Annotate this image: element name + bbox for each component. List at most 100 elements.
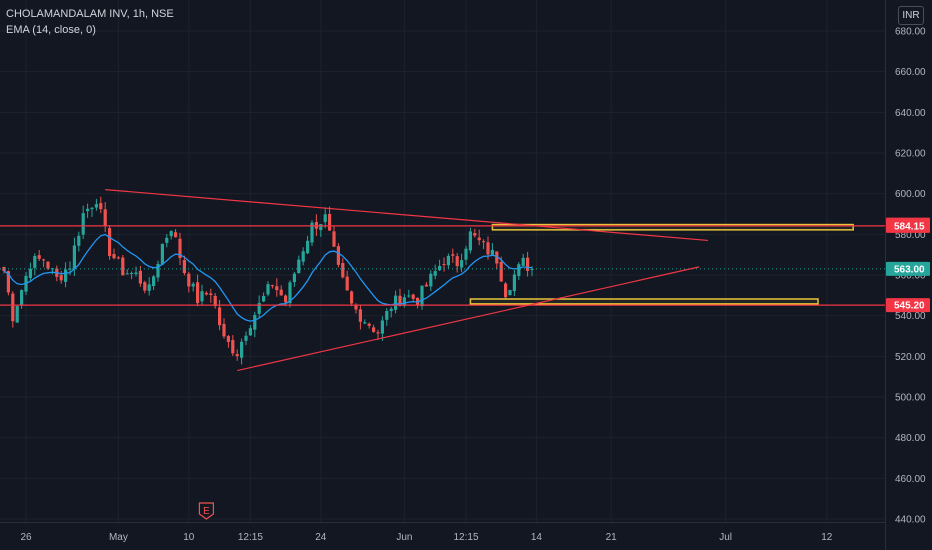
time-axis-label: 12 (821, 532, 833, 543)
candle-body (46, 261, 50, 269)
candle-body (464, 248, 468, 260)
candle-body (526, 257, 530, 271)
time-axis-label: 24 (315, 532, 327, 543)
time-axis-label: 21 (606, 532, 618, 543)
candle-body (508, 289, 512, 296)
candle-body (328, 213, 332, 231)
candle-body (451, 254, 455, 256)
candle-body (156, 263, 160, 278)
candle-body (407, 295, 411, 297)
price-axis-label: 560.00 (895, 271, 926, 282)
candle-body (367, 323, 371, 326)
candle-body (455, 256, 459, 267)
candle-body (517, 264, 521, 277)
candle-body (402, 297, 406, 306)
time-axis-label: 26 (20, 532, 32, 543)
price-axis-label: 440.00 (895, 515, 926, 526)
candle-body (473, 233, 477, 236)
candle-body (512, 274, 516, 292)
price-axis-label: 580.00 (895, 230, 926, 241)
candle-body (231, 340, 235, 354)
price-badge: 545.20 (886, 298, 930, 313)
symbol-title[interactable]: CHOLAMANDALAM INV, 1h, NSE (6, 8, 174, 20)
candle-body (429, 273, 433, 287)
candle-body (169, 231, 173, 237)
price-axis-label: 540.00 (895, 311, 926, 322)
price-axis-label: 660.00 (895, 67, 926, 78)
currency-badge[interactable]: INR (898, 6, 924, 25)
candle-body (446, 255, 450, 266)
candle-body (279, 289, 283, 296)
candle-body (323, 214, 327, 223)
candle-body (521, 257, 525, 266)
candle-body (376, 332, 380, 334)
candle-body (336, 246, 340, 265)
candle-body (20, 290, 24, 306)
candle-body (266, 284, 270, 295)
trendline (105, 189, 709, 242)
price-axis-label: 460.00 (895, 474, 926, 485)
candle-body (130, 272, 134, 274)
earnings-marker[interactable]: E (198, 502, 214, 520)
candle-body (72, 245, 76, 269)
candle-body (292, 273, 296, 283)
candle-body (424, 284, 428, 287)
candle-body (11, 293, 15, 322)
candle-body (134, 272, 138, 275)
candle-body (288, 282, 292, 304)
price-badge-box (886, 298, 930, 313)
ema-indicator-label[interactable]: EMA (14, close, 0) (6, 24, 96, 36)
candle-body (174, 232, 178, 238)
time-axis-label: Jul (719, 532, 732, 543)
candle-body (182, 260, 186, 274)
candle-body (235, 354, 239, 357)
candle-body (345, 276, 349, 291)
candle-body (438, 265, 442, 271)
candle-body (204, 292, 208, 295)
candle-body (306, 240, 310, 254)
price-badge: 584.15 (886, 218, 930, 233)
candle-body (363, 322, 367, 324)
earnings-marker-shape (198, 502, 214, 520)
candle-body (37, 255, 41, 259)
candle-body (275, 286, 279, 291)
candle-body (394, 295, 398, 310)
candle-body (121, 257, 125, 276)
candle-body (411, 294, 415, 299)
candle-body (240, 341, 244, 358)
price-badge-label: 545.20 (894, 301, 925, 312)
candle-body (94, 204, 98, 208)
candle-body (499, 261, 503, 282)
candle-body (187, 273, 191, 287)
candle-body (420, 285, 424, 307)
candle-body (433, 271, 437, 276)
price-axis-label: 640.00 (895, 108, 926, 119)
candle-body (218, 307, 222, 326)
candle-body (310, 222, 314, 243)
support-resistance-zone (491, 223, 854, 231)
candle-body (486, 242, 490, 255)
candle-body (270, 285, 274, 287)
candle-body (138, 270, 142, 284)
candle-body (77, 235, 81, 246)
candle-body (213, 295, 217, 307)
time-axis-label: 12:15 (238, 532, 263, 543)
candle-body (262, 295, 266, 302)
candle-body (33, 256, 37, 268)
candle-body (477, 237, 481, 241)
candle-body (160, 243, 164, 265)
candle-body (504, 283, 508, 298)
candle-body (372, 327, 376, 332)
candle-body (191, 283, 195, 287)
candle-body (226, 336, 230, 342)
candle-body (196, 282, 200, 304)
candles (2, 196, 534, 365)
candle-body (143, 282, 147, 291)
trendline (237, 266, 700, 372)
candle-body (301, 251, 305, 262)
candle-body (6, 271, 10, 293)
support-resistance-zone (469, 298, 819, 305)
candle-body (380, 320, 384, 334)
candle-body (248, 328, 252, 336)
